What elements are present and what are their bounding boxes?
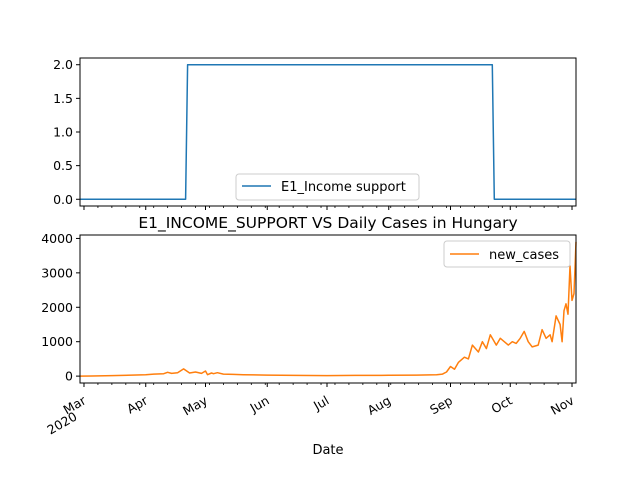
bottom-axes-frame: [79, 234, 577, 384]
x-tick-label: Jul: [310, 393, 331, 414]
top-legend-box: [235, 173, 420, 201]
x-tick-label: May: [180, 392, 210, 418]
top-y-tick-label: 1.0: [53, 125, 73, 140]
top-income-support-axes: 0.0 0.5 1.0 1.5 2.0 E1_Income support: [53, 57, 577, 210]
bottom-y-ticks: 0 1000 2000 3000 4000: [41, 231, 80, 384]
x-tick-label: Jun: [246, 393, 271, 416]
top-axes-frame: [79, 57, 577, 207]
bottom-legend-box: [443, 240, 571, 268]
bottom-y-tick-label: 0: [65, 369, 73, 384]
x-axis-label: Date: [312, 443, 343, 458]
bottom-y-tick-label: 2000: [41, 300, 73, 315]
top-series-line-e1-income-support: [80, 63, 576, 201]
top-y-tick-label: 0.5: [53, 158, 73, 173]
bottom-y-tick-label: 4000: [41, 231, 73, 246]
bottom-legend-label: new_cases: [489, 248, 559, 263]
bottom-series-line-new-cases: [79, 241, 577, 377]
bottom-legend: new_cases: [443, 240, 571, 268]
x-tick-label: Apr: [124, 392, 151, 416]
x-tick-label: Sep: [427, 393, 455, 418]
x-tick-label: Oct: [489, 393, 515, 417]
top-legend: E1_Income support: [235, 173, 420, 201]
bottom-cases-axes: E1_INCOME_SUPPORT VS Daily Cases in Hung…: [41, 214, 577, 458]
x-tick-label: Aug: [365, 393, 394, 418]
bottom-series-lines: [79, 241, 577, 377]
top-y-tick-label: 1.5: [53, 91, 73, 106]
x-tick-label: Nov: [548, 392, 577, 417]
top-y-tick-label: 2.0: [53, 57, 73, 72]
top-legend-label: E1_Income support: [281, 180, 406, 195]
bottom-y-tick-label: 1000: [41, 334, 73, 349]
top-x-ticks: [83, 206, 573, 210]
x-tick-year-label: 2020: [44, 409, 79, 438]
bottom-y-tick-label: 3000: [41, 265, 73, 280]
chart-title: E1_INCOME_SUPPORT VS Daily Cases in Hung…: [138, 214, 517, 233]
top-y-ticks: 0.0 0.5 1.0 1.5 2.0: [53, 57, 80, 207]
top-series-lines: [80, 63, 576, 201]
top-y-tick-label: 0.0: [53, 192, 73, 207]
